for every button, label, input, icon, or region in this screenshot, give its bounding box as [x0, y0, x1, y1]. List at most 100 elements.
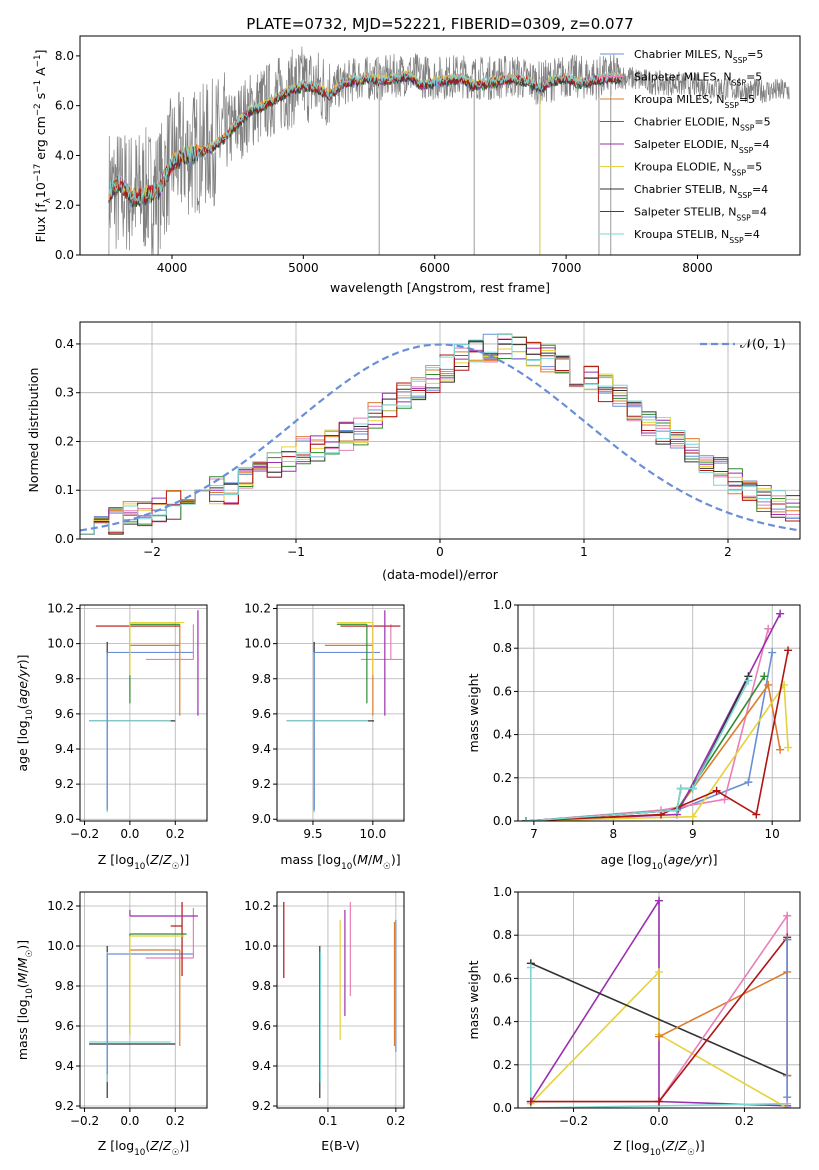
- x-axis-label: E(B-V): [321, 1138, 360, 1153]
- tick-label-y: 0.4: [55, 337, 74, 351]
- tick-label-y: 4.0: [55, 148, 74, 162]
- series-marker-chab_miles: [744, 778, 753, 787]
- x-axis-label: Z [log10(Z/Z☉)]: [98, 1138, 190, 1158]
- y-axis-label-part: ]: [33, 50, 48, 55]
- tick-label-x: 5000: [288, 261, 319, 275]
- x-axis-label: Z [log10(Z/Z☉)]: [613, 1138, 705, 1158]
- x-axis-label: Z [log10(Z/Z☉)]: [98, 852, 190, 872]
- tick-label-y: 10.0: [244, 939, 271, 953]
- legend-item: Kroupa STELIB, NSSP=4: [634, 228, 760, 245]
- tick-label-x: −0.2: [70, 1114, 99, 1128]
- y-axis-label-part: erg cm: [33, 116, 48, 164]
- x-axis-label: age [log10(age/yr)]: [600, 852, 717, 872]
- x-axis-label-part: )]: [708, 852, 718, 867]
- x-axis-label-part: /: [674, 1138, 679, 1153]
- tick-label-y: 9.2: [55, 777, 74, 791]
- x-axis-label-part: 10: [652, 862, 663, 872]
- y-axis-label-part: age/yr: [15, 663, 30, 704]
- y-axis-label-part: Flux [f: [33, 203, 48, 243]
- legend-item-part: Salpeter STELIB, N: [634, 206, 736, 219]
- y-axis-label: Flux [fλ10−17 erg cm−2 s−1 A−1]: [33, 50, 53, 243]
- tick-label-y: 9.6: [55, 1019, 74, 1033]
- y-axis-label-part: −1: [33, 54, 43, 67]
- series-marker-krou_elodie: [688, 812, 697, 821]
- legend-item-part: =5: [739, 93, 755, 106]
- tick-label-x: 0.2: [735, 1114, 754, 1128]
- tick-label-y: 6.0: [55, 99, 74, 113]
- tick-label-y: 0.8: [493, 641, 512, 655]
- tick-label-x: 4000: [157, 261, 188, 275]
- x-axis-label-part: (: [663, 852, 668, 867]
- legend-item: Kroupa MILES, NSSP=5: [634, 93, 755, 110]
- legend-item-part: SSP: [736, 213, 751, 222]
- tick-label-x: 9.5: [303, 827, 322, 841]
- axes-frame: [79, 891, 208, 1109]
- tick-label-y: 9.2: [252, 1099, 271, 1113]
- legend-item-part: SSP: [740, 123, 755, 132]
- series-marker-krou_elodie: [655, 967, 663, 976]
- tick-label-x: 0.2: [166, 827, 185, 841]
- legend-item-part: SSP: [732, 168, 747, 177]
- x-axis-label-part: (: [145, 1138, 150, 1153]
- x-axis-label-part: (: [145, 852, 150, 867]
- tick-label-x: −0.2: [559, 1114, 588, 1128]
- x-axis-label-part: 10: [650, 1148, 661, 1158]
- tick-label-y: 0.6: [493, 684, 512, 698]
- tick-label-y: 0.1: [55, 483, 74, 497]
- x-axis-label-part: /: [159, 852, 164, 867]
- plot-area-age_vs_weight: [518, 605, 800, 821]
- x-axis-label: mass [log10(M/M☉)]: [280, 852, 400, 872]
- legend-item: Chabrier ELODIE, NSSP=5: [634, 116, 771, 133]
- series-line-krou_elodie: [530, 969, 788, 1108]
- plot-area-residuals: [80, 322, 800, 539]
- tick-label-x: 10.0: [359, 827, 386, 841]
- y-axis-label: mass weight: [466, 673, 481, 752]
- tick-label-y: 9.8: [252, 979, 271, 993]
- tick-label-x: 2: [724, 545, 732, 559]
- tick-label-y: 0.0: [493, 1101, 512, 1115]
- tick-label-x: 0: [436, 545, 444, 559]
- series-marker-salp_stelib: [752, 810, 761, 819]
- tick-label-x: 0.0: [120, 827, 139, 841]
- x-axis-label: wavelength [Angstrom, rest frame]: [330, 280, 550, 295]
- tick-label-y: 10.2: [244, 899, 271, 913]
- axes-frame: [276, 604, 405, 822]
- y-axis-label-part: ☉: [25, 950, 35, 958]
- series-marker-chab_miles: [783, 1093, 792, 1102]
- y-axis-label-part: −17: [33, 164, 43, 182]
- panel-ebv_vs_mass: 0.1 0.2 9.2 9.4 9.6 9.8 10.0 10.2 E(B-V): [244, 891, 405, 1153]
- tick-label-x: 1: [580, 545, 588, 559]
- y-axis-label-part: (: [15, 704, 30, 709]
- tick-label-x: 0.2: [386, 1114, 405, 1128]
- tick-label-x: 8000: [682, 261, 713, 275]
- y-axis-label: mass weight: [466, 960, 481, 1039]
- tick-label-y: 9.0: [55, 812, 74, 826]
- legend-item-part: =4: [744, 228, 760, 241]
- tick-label-x: 0.2: [166, 1114, 185, 1128]
- y-axis-label-part: −2: [33, 103, 43, 116]
- series-marker-krou_stelib: [672, 806, 681, 815]
- series-marker-krou_stelib: [526, 963, 535, 972]
- figure-title: PLATE=0732, MJD=52221, FIBERID=0309, z=0…: [246, 15, 633, 33]
- tick-label-x: 0.0: [120, 1114, 139, 1128]
- tick-label-x: −0.2: [70, 827, 99, 841]
- legend-item: Chabrier MILES, NSSP=5: [634, 48, 763, 65]
- panel-z_vs_age: −0.2 0.0 0.29.09.29.49.69.810.010.2Z [log1…: [15, 602, 208, 872]
- panel-z_vs_weight: −0.2 0.0 0.20.00.20.40.60.81.0Z [log10(Z/Z…: [466, 885, 801, 1158]
- y-axis-label-part: /: [15, 968, 30, 973]
- series-line-krou_miles: [658, 970, 788, 1076]
- plot-area-mass_vs_age: [277, 605, 404, 821]
- tick-label-x: 6000: [419, 261, 450, 275]
- y-axis-label-part: )]: [15, 940, 30, 950]
- panel-residuals: −2 −1 0 1 2 0.0 0.1 0.2 0.3 0.4 𝒩(0, 1) (data-model…: [26, 321, 801, 582]
- legend-item-part: =4: [752, 183, 768, 196]
- legend-item-part: =4: [753, 138, 769, 151]
- tick-label-y: 0.0: [55, 248, 74, 262]
- x-axis-label-part: 10: [341, 862, 352, 872]
- x-axis-label-part: )]: [179, 1138, 189, 1153]
- x-axis-label-part: Z [log: [613, 1138, 649, 1153]
- x-axis-label-part: M: [357, 852, 368, 867]
- tick-label-x: 8: [610, 827, 618, 841]
- panel-spectrum: 4000 5000 6000 7000 8000 0.0 2.0 4.0 6.0 8.0 wavel…: [33, 35, 801, 295]
- tick-label-y: 10.2: [244, 602, 271, 616]
